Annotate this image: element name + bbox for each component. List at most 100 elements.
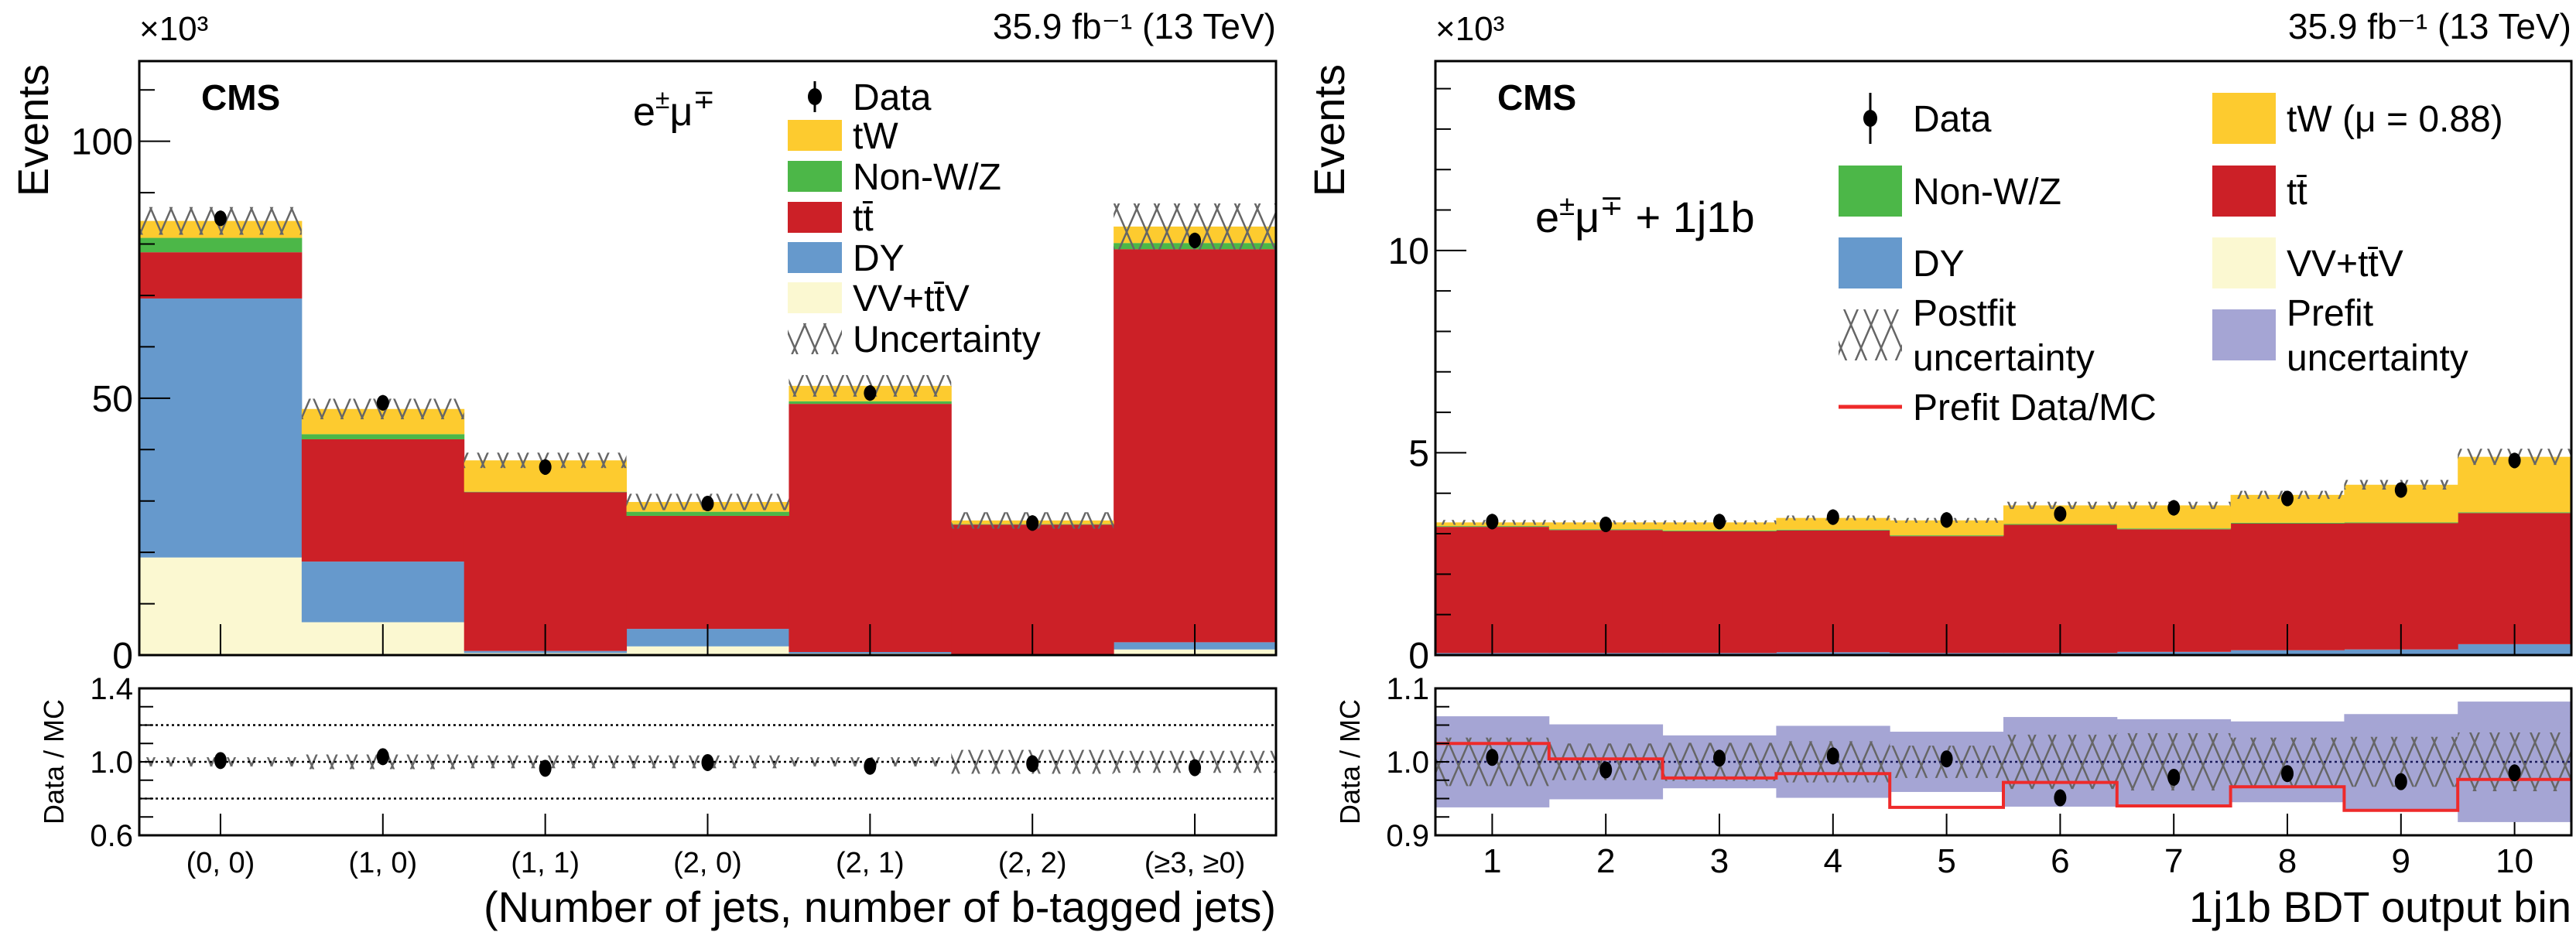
legend-item: Uncertainty bbox=[788, 319, 1041, 360]
channel-part: ∓ bbox=[693, 85, 714, 114]
y-tick-label: 5 bbox=[1408, 433, 1429, 474]
x-axis-title: 1j1b BDT output bin bbox=[2189, 882, 2571, 931]
x-axis-title: (Number of jets, number of b-tagged jets… bbox=[484, 882, 1276, 931]
legend-item: DY bbox=[788, 238, 905, 279]
channel-part: ± bbox=[655, 85, 670, 114]
bar-tt-2 bbox=[301, 439, 465, 562]
legend-item: VV+tt̄V bbox=[788, 278, 970, 319]
legend-swatch bbox=[788, 120, 842, 151]
legend-label: Prefit bbox=[2287, 293, 2373, 334]
channel-part: e bbox=[633, 90, 655, 135]
prefit-data-mc-line bbox=[1435, 742, 2571, 812]
legend-label: VV+tt̄V bbox=[853, 278, 970, 319]
channel-label: e±μ∓ + 1j1b bbox=[1535, 189, 1755, 241]
legend-label: DY bbox=[853, 238, 905, 279]
channel-part: ∓ bbox=[1599, 189, 1623, 221]
data-point-5 bbox=[1940, 512, 1953, 528]
channel-label: e±μ∓ bbox=[633, 85, 715, 135]
ratio-point-1 bbox=[1486, 749, 1499, 766]
bar-nonwz-9 bbox=[2344, 522, 2458, 524]
bar-nonwz-7 bbox=[2116, 528, 2232, 530]
data-point-7 bbox=[2167, 500, 2181, 516]
legend-label: Data bbox=[853, 77, 932, 118]
data-point-1 bbox=[1486, 514, 1499, 530]
ratio-point-8 bbox=[2281, 765, 2294, 783]
data-point-3 bbox=[539, 459, 552, 475]
legend-item: tt̄ bbox=[2212, 166, 2307, 217]
bar-nonwz-10 bbox=[2458, 512, 2572, 514]
ratio-y-tick-label: 0.9 bbox=[1386, 819, 1429, 853]
ratio-y-axis-title: Data / MC bbox=[38, 699, 70, 824]
ratio-point-1 bbox=[214, 752, 227, 770]
legend-label: Uncertainty bbox=[853, 319, 1041, 360]
x-tick-label: 8 bbox=[2278, 842, 2297, 880]
ratio-y-tick-label: 1.0 bbox=[90, 746, 133, 780]
legend-label: Non-W/Z bbox=[853, 157, 1001, 198]
x-tick-label: (2, 0) bbox=[673, 847, 742, 879]
x-tick-label: (2, 1) bbox=[836, 847, 905, 879]
legend-item: Data bbox=[808, 77, 932, 118]
x-tick-label: (0, 0) bbox=[186, 847, 255, 879]
y-axis-title: Events bbox=[9, 64, 57, 196]
ratio-point-4 bbox=[1826, 747, 1839, 765]
ratio-point-10 bbox=[2508, 764, 2521, 782]
ratio-point-2 bbox=[1599, 761, 1613, 779]
legend-label: tt̄ bbox=[2287, 172, 2307, 213]
data-point-10 bbox=[2508, 452, 2521, 469]
channel-part: e bbox=[1535, 193, 1559, 241]
channel-part: + 1j1b bbox=[1623, 193, 1755, 241]
legend-item: Data bbox=[1863, 93, 1992, 144]
bar-tt-4 bbox=[626, 515, 789, 630]
legend-item: DY bbox=[1839, 237, 1965, 288]
legend-swatch bbox=[788, 202, 842, 233]
ratio-y-tick-label: 1.0 bbox=[1386, 746, 1429, 780]
legend-swatch bbox=[2212, 93, 2276, 144]
y-tick-label: 50 bbox=[92, 379, 133, 420]
ratio-point-7 bbox=[2167, 768, 2181, 786]
legend-item: VV+tt̄V bbox=[2212, 237, 2403, 288]
y-tick-label: 10 bbox=[1388, 231, 1429, 272]
data-point-3 bbox=[1713, 514, 1726, 530]
bar-tt-7 bbox=[1114, 249, 1277, 643]
legend-swatch bbox=[1839, 237, 1902, 288]
luminosity-label: 35.9 fb⁻¹ (13 TeV) bbox=[2288, 6, 2571, 46]
legend-swatch bbox=[788, 282, 842, 313]
x-tick-label: 4 bbox=[1824, 842, 1842, 880]
main-frame bbox=[1434, 60, 2573, 657]
legend-swatch bbox=[2212, 237, 2276, 288]
ratio-point-2 bbox=[376, 748, 389, 766]
y-tick-label: 100 bbox=[71, 122, 133, 163]
y-axis-title: Events bbox=[1305, 64, 1353, 196]
bar-nonwz-5 bbox=[1890, 535, 2004, 537]
legend-label: Non-W/Z bbox=[1913, 172, 2061, 213]
x-tick-label: 5 bbox=[1937, 842, 1955, 880]
bar-dy-2 bbox=[301, 562, 465, 623]
ratio-point-3 bbox=[1713, 749, 1726, 767]
bar-tt-5 bbox=[789, 404, 952, 653]
legend-item: tW (μ = 0.88) bbox=[2212, 93, 2503, 144]
data-point-1 bbox=[214, 210, 227, 227]
ratio-y-tick-label: 1.1 bbox=[1386, 672, 1429, 706]
ratio-point-5 bbox=[1940, 750, 1953, 768]
x-tick-label: 9 bbox=[2392, 842, 2410, 880]
ratio-point-6 bbox=[2054, 789, 2067, 807]
data-point-4 bbox=[1826, 509, 1839, 525]
bar-nonwz-4 bbox=[1776, 529, 1890, 531]
ratio-point-6 bbox=[1026, 755, 1039, 773]
legend-marker bbox=[1863, 110, 1877, 127]
chart-panel-1: 0 50 100 (0, 0) (1, 0) (1, 1) (2, 0) (2, 1) (2, … bbox=[9, 6, 1278, 931]
bar-nonwz-8 bbox=[2230, 522, 2345, 524]
y-multiplier: ×10³ bbox=[1435, 10, 1504, 48]
legend: Data tW (μ = 0.88) Non-W/Z tt̄ DY VV+tt̄V Post… bbox=[1839, 93, 2503, 428]
legend-label: uncertainty bbox=[1913, 338, 2095, 379]
x-tick-label: 7 bbox=[2164, 842, 2183, 880]
x-tick-label: 1 bbox=[1483, 842, 1501, 880]
legend-item: tt̄ bbox=[788, 198, 874, 239]
legend-label: Prefit Data/MC bbox=[1913, 387, 2157, 428]
bar-dy-1 bbox=[139, 298, 303, 558]
y-tick-label: 0 bbox=[112, 636, 133, 677]
ratio-panel: 0.6 1.0 1.4 Data / MC bbox=[38, 672, 1278, 853]
channel-part: ± bbox=[1559, 189, 1575, 221]
bar-tt-1 bbox=[139, 252, 303, 299]
